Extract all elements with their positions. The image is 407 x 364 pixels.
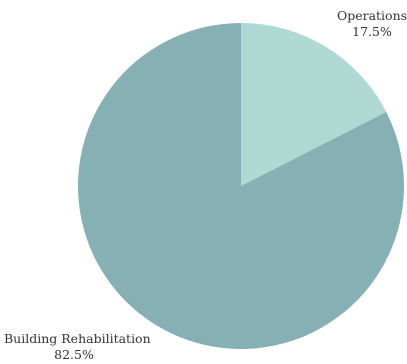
slice-label-building-rehabilitation-name: Building Rehabilitation (4, 331, 151, 346)
slice-label-operations-value: 17.5% (352, 24, 392, 39)
slice-label-building-rehabilitation-value: 82.5% (54, 347, 94, 362)
pie-slice-operations (241, 23, 387, 186)
slice-label-operations: Operations 17.5% (332, 8, 407, 40)
slice-label-operations-name: Operations (336, 8, 407, 23)
slice-label-building-rehabilitation: Building Rehabilitation 82.5% (4, 331, 151, 363)
pie-slice-building-rehabilitation (77, 23, 404, 350)
